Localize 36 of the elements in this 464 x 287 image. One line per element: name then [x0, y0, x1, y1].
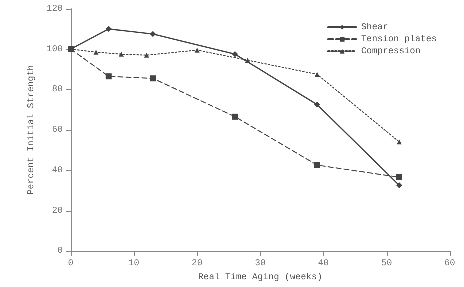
- x-tick-label: 50: [381, 258, 392, 269]
- x-tick-label: 30: [255, 258, 266, 269]
- y-tick-label: 120: [46, 4, 63, 14]
- point: [232, 51, 238, 58]
- y-tick-label: 0: [58, 246, 63, 256]
- legend-label: Compression: [361, 46, 421, 56]
- point: [396, 140, 402, 145]
- point: [94, 50, 99, 55]
- y-tick-label: 40: [52, 165, 63, 176]
- point: [396, 182, 402, 189]
- point: [144, 52, 150, 58]
- point: [150, 76, 156, 82]
- point: [150, 31, 156, 38]
- legend-label: Shear: [361, 22, 388, 32]
- point: [194, 48, 200, 53]
- x-tick-label: 20: [192, 258, 203, 269]
- x-tick-label: 0: [68, 258, 74, 269]
- point: [314, 102, 320, 108]
- y-axis-title: Percent Initial Strength: [26, 65, 36, 195]
- x-tick-label: 60: [444, 258, 456, 269]
- point: [106, 26, 112, 32]
- point: [232, 114, 238, 120]
- y-tick-label: 60: [52, 125, 63, 136]
- point: [314, 162, 320, 168]
- y-tick-label: 20: [52, 206, 63, 216]
- y-tick-label: 80: [52, 84, 63, 95]
- x-axis-title: Real Time Aging (weeks): [198, 272, 323, 282]
- point: [245, 58, 250, 63]
- point: [119, 52, 124, 57]
- y-tick-label: 100: [46, 44, 63, 54]
- point: [396, 174, 402, 180]
- point: [106, 74, 112, 80]
- point: [314, 72, 320, 78]
- x-tick-label: 10: [128, 258, 140, 269]
- legend-label: Tension plates: [361, 34, 438, 44]
- x-tick-label: 40: [318, 258, 330, 269]
